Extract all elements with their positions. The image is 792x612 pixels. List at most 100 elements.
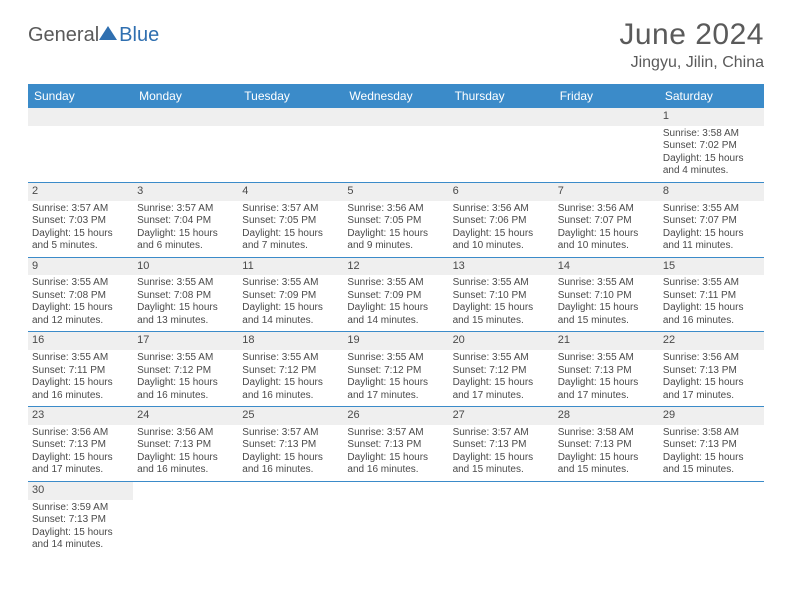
daylight-text: and 5 minutes. bbox=[32, 240, 129, 253]
day-detail-cell: Sunrise: 3:58 AMSunset: 7:13 PMDaylight:… bbox=[659, 425, 764, 482]
day-number-cell bbox=[28, 108, 133, 126]
daylight-text: Daylight: 15 hours bbox=[137, 377, 234, 390]
daylight-text: Daylight: 15 hours bbox=[347, 452, 444, 465]
daylight-text: and 14 minutes. bbox=[347, 315, 444, 328]
sunrise-text: Sunrise: 3:56 AM bbox=[32, 427, 129, 440]
daylight-text: Daylight: 15 hours bbox=[137, 452, 234, 465]
day-detail-cell: Sunrise: 3:58 AMSunset: 7:02 PMDaylight:… bbox=[659, 126, 764, 183]
sunrise-text: Sunrise: 3:56 AM bbox=[347, 203, 444, 216]
weekday-header: Tuesday bbox=[238, 84, 343, 108]
day-number-cell bbox=[133, 108, 238, 126]
daylight-text: and 11 minutes. bbox=[663, 240, 760, 253]
sunset-text: Sunset: 7:12 PM bbox=[137, 365, 234, 378]
sunset-text: Sunset: 7:03 PM bbox=[32, 215, 129, 228]
daylight-text: Daylight: 15 hours bbox=[242, 302, 339, 315]
day-number-cell bbox=[449, 481, 554, 499]
daynum-row: 23242526272829 bbox=[28, 407, 764, 425]
day-number-cell: 1 bbox=[659, 108, 764, 126]
daynum-row: 9101112131415 bbox=[28, 257, 764, 275]
day-number-cell: 17 bbox=[133, 332, 238, 350]
weekday-header: Wednesday bbox=[343, 84, 448, 108]
sunset-text: Sunset: 7:07 PM bbox=[663, 215, 760, 228]
day-detail-cell: Sunrise: 3:58 AMSunset: 7:13 PMDaylight:… bbox=[554, 425, 659, 482]
calendar-table: Sunday Monday Tuesday Wednesday Thursday… bbox=[28, 84, 764, 556]
daylight-text: and 10 minutes. bbox=[453, 240, 550, 253]
day-number: 21 bbox=[558, 334, 655, 348]
sunset-text: Sunset: 7:09 PM bbox=[347, 290, 444, 303]
sunrise-text: Sunrise: 3:55 AM bbox=[347, 277, 444, 290]
month-title: June 2024 bbox=[619, 18, 764, 52]
weekday-header: Monday bbox=[133, 84, 238, 108]
sunrise-text: Sunrise: 3:55 AM bbox=[558, 277, 655, 290]
day-detail-cell: Sunrise: 3:57 AMSunset: 7:13 PMDaylight:… bbox=[449, 425, 554, 482]
day-detail-cell: Sunrise: 3:55 AMSunset: 7:07 PMDaylight:… bbox=[659, 201, 764, 258]
daynum-row: 30 bbox=[28, 481, 764, 499]
daylight-text: Daylight: 15 hours bbox=[453, 377, 550, 390]
day-detail-cell: Sunrise: 3:57 AMSunset: 7:04 PMDaylight:… bbox=[133, 201, 238, 258]
day-number-cell bbox=[133, 481, 238, 499]
sunset-text: Sunset: 7:12 PM bbox=[453, 365, 550, 378]
daylight-text: and 15 minutes. bbox=[453, 464, 550, 477]
daylight-text: and 16 minutes. bbox=[242, 390, 339, 403]
brand-part1: General bbox=[28, 24, 99, 47]
sunrise-text: Sunrise: 3:56 AM bbox=[137, 427, 234, 440]
calendar-page: General Blue June 2024 Jingyu, Jilin, Ch… bbox=[0, 0, 792, 574]
day-number-cell: 3 bbox=[133, 182, 238, 200]
sunrise-text: Sunrise: 3:55 AM bbox=[32, 352, 129, 365]
day-detail-cell: Sunrise: 3:55 AMSunset: 7:10 PMDaylight:… bbox=[554, 275, 659, 332]
daylight-text: Daylight: 15 hours bbox=[32, 527, 129, 540]
day-detail-cell bbox=[238, 500, 343, 556]
day-number-cell bbox=[343, 108, 448, 126]
day-number-cell: 18 bbox=[238, 332, 343, 350]
day-detail-cell: Sunrise: 3:56 AMSunset: 7:06 PMDaylight:… bbox=[449, 201, 554, 258]
day-number: 16 bbox=[32, 334, 129, 348]
daylight-text: Daylight: 15 hours bbox=[663, 302, 760, 315]
day-number: 27 bbox=[453, 409, 550, 423]
daylight-text: Daylight: 15 hours bbox=[453, 302, 550, 315]
daylight-text: Daylight: 15 hours bbox=[242, 377, 339, 390]
daylight-text: and 12 minutes. bbox=[32, 315, 129, 328]
daylight-text: Daylight: 15 hours bbox=[663, 228, 760, 241]
daylight-text: and 4 minutes. bbox=[663, 165, 760, 178]
day-detail-cell bbox=[28, 126, 133, 183]
sunrise-text: Sunrise: 3:55 AM bbox=[137, 352, 234, 365]
daylight-text: Daylight: 15 hours bbox=[453, 452, 550, 465]
day-number-cell: 8 bbox=[659, 182, 764, 200]
day-number-cell bbox=[449, 108, 554, 126]
daylight-text: and 17 minutes. bbox=[663, 390, 760, 403]
day-number-cell: 15 bbox=[659, 257, 764, 275]
day-number-cell: 26 bbox=[343, 407, 448, 425]
day-number-cell: 19 bbox=[343, 332, 448, 350]
day-detail-cell: Sunrise: 3:55 AMSunset: 7:12 PMDaylight:… bbox=[449, 350, 554, 407]
day-number-cell: 25 bbox=[238, 407, 343, 425]
day-detail-cell: Sunrise: 3:56 AMSunset: 7:13 PMDaylight:… bbox=[133, 425, 238, 482]
day-number-cell: 6 bbox=[449, 182, 554, 200]
sunrise-text: Sunrise: 3:55 AM bbox=[558, 352, 655, 365]
daylight-text: and 17 minutes. bbox=[32, 464, 129, 477]
sunset-text: Sunset: 7:13 PM bbox=[242, 439, 339, 452]
daylight-text: and 10 minutes. bbox=[558, 240, 655, 253]
day-number: 6 bbox=[453, 185, 550, 199]
day-number: 12 bbox=[347, 260, 444, 274]
sunrise-text: Sunrise: 3:55 AM bbox=[663, 277, 760, 290]
detail-row: Sunrise: 3:57 AMSunset: 7:03 PMDaylight:… bbox=[28, 201, 764, 258]
day-detail-cell bbox=[554, 126, 659, 183]
sunset-text: Sunset: 7:13 PM bbox=[558, 439, 655, 452]
day-number: 1 bbox=[663, 110, 760, 124]
daylight-text: Daylight: 15 hours bbox=[32, 377, 129, 390]
daylight-text: and 16 minutes. bbox=[242, 464, 339, 477]
day-detail-cell: Sunrise: 3:55 AMSunset: 7:12 PMDaylight:… bbox=[133, 350, 238, 407]
daylight-text: and 15 minutes. bbox=[453, 315, 550, 328]
day-number-cell: 4 bbox=[238, 182, 343, 200]
sunrise-text: Sunrise: 3:58 AM bbox=[663, 427, 760, 440]
daylight-text: and 16 minutes. bbox=[347, 464, 444, 477]
daylight-text: Daylight: 15 hours bbox=[137, 228, 234, 241]
daylight-text: and 7 minutes. bbox=[242, 240, 339, 253]
day-number-cell: 9 bbox=[28, 257, 133, 275]
day-detail-cell: Sunrise: 3:57 AMSunset: 7:13 PMDaylight:… bbox=[343, 425, 448, 482]
day-number: 14 bbox=[558, 260, 655, 274]
day-detail-cell: Sunrise: 3:55 AMSunset: 7:10 PMDaylight:… bbox=[449, 275, 554, 332]
weekday-header: Thursday bbox=[449, 84, 554, 108]
weekday-header: Sunday bbox=[28, 84, 133, 108]
day-detail-cell: Sunrise: 3:55 AMSunset: 7:12 PMDaylight:… bbox=[343, 350, 448, 407]
